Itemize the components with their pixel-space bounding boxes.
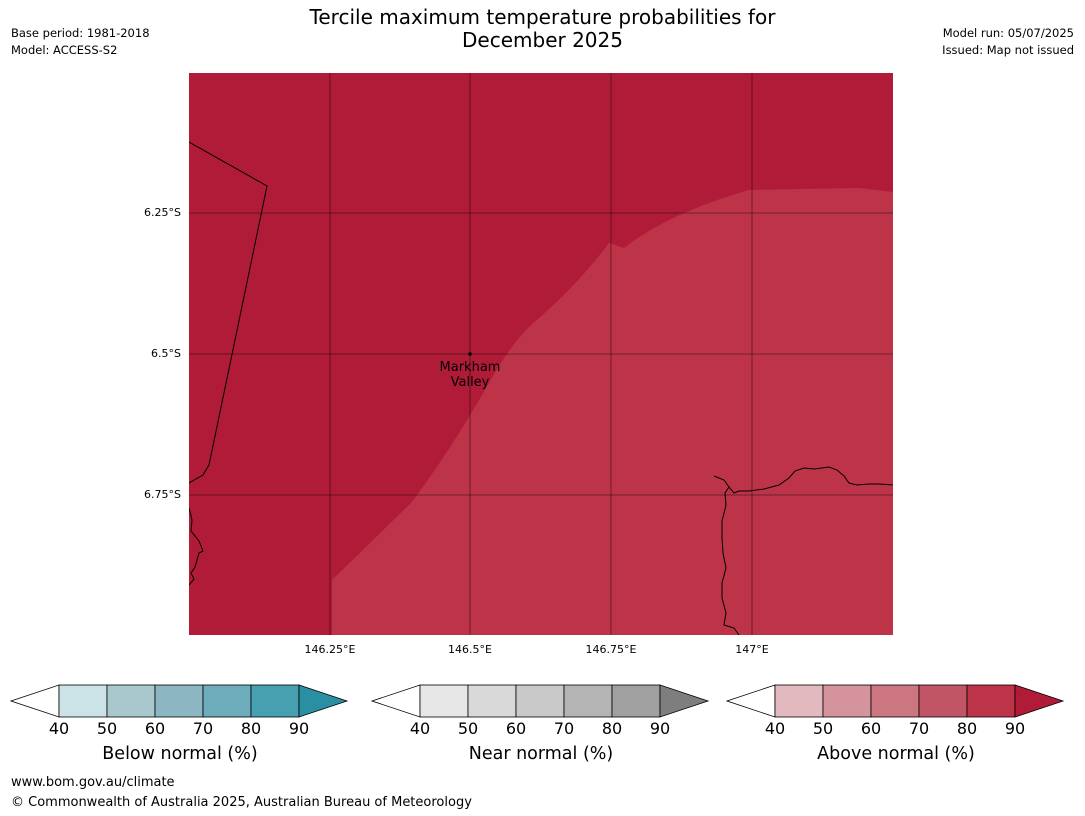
legend-below-normal-swatch-50-60 <box>106 684 156 718</box>
meta-left: Base period: 1981-2018 Model: ACCESS-S2 <box>11 25 150 59</box>
legend-below-normal-tick-90: 90 <box>288 719 310 738</box>
legend-above-normal-bar <box>726 684 1065 718</box>
map-canvas <box>189 73 893 635</box>
legend-above-normal-title: Above normal (%) <box>817 744 975 764</box>
legend-above-normal-tick-50: 50 <box>812 719 834 738</box>
footer-url: www.bom.gov.au/climate <box>11 775 175 790</box>
legend-below-normal-tick-80: 80 <box>240 719 262 738</box>
legend-near-normal <box>371 684 711 720</box>
legend-below-normal <box>10 684 350 720</box>
graticule <box>189 73 893 635</box>
legend-above-normal <box>726 684 1066 720</box>
legend-near-normal-tick-80: 80 <box>601 719 623 738</box>
place-label-markham-valley: Markham Valley <box>420 360 520 390</box>
legend-near-normal-swatch-50-60 <box>467 684 517 718</box>
lat-label-6-5: 6.5°S <box>151 347 181 360</box>
place-label-line2: Valley <box>450 375 490 390</box>
legend-near-normal-tick-40: 40 <box>409 719 431 738</box>
legend-near-normal-title: Near normal (%) <box>468 744 614 764</box>
legend-above-normal-under-triangle <box>726 684 776 718</box>
lon-label-146-75: 146.75°E <box>585 643 637 656</box>
legend-near-normal-swatch-40-50 <box>419 684 469 718</box>
legend-below-normal-tick-40: 40 <box>48 719 70 738</box>
model-run: Model run: 05/07/2025 <box>942 26 1074 40</box>
legend-below-normal-tick-60: 60 <box>144 719 166 738</box>
map-area <box>189 73 893 635</box>
legend-near-normal-bar <box>371 684 710 718</box>
legend-above-normal-swatch-80-90 <box>966 684 1016 718</box>
map-title-line1: Tercile maximum temperature probabilitie… <box>309 5 776 29</box>
province-border <box>189 141 268 484</box>
legend-below-normal-tick-50: 50 <box>96 719 118 738</box>
lat-label-6-25: 6.25°S <box>144 206 181 219</box>
legend-below-normal-swatch-70-80 <box>202 684 252 718</box>
legend-above-normal-swatch-70-80 <box>918 684 968 718</box>
legend-below-normal-under-triangle <box>10 684 60 718</box>
legend-above-normal-swatch-60-70 <box>870 684 920 718</box>
place-label-line1: Markham <box>439 360 501 375</box>
coastline-west <box>189 507 204 586</box>
legend-below-normal-swatch-40-50 <box>58 684 108 718</box>
legend-above-normal-tick-60: 60 <box>860 719 882 738</box>
base-period: Base period: 1981-2018 <box>11 26 150 40</box>
region-above-normal-70-80 <box>332 188 893 635</box>
legend-above-normal-over-triangle <box>1014 684 1065 718</box>
legend-below-normal-title: Below normal (%) <box>102 744 258 764</box>
boundaries <box>189 141 893 635</box>
map-title: Tercile maximum temperature probabilitie… <box>200 6 885 52</box>
markham-valley-marker <box>468 352 472 356</box>
legend-above-normal-tick-70: 70 <box>908 719 930 738</box>
legend-above-normal-tick-80: 80 <box>956 719 978 738</box>
legend-below-normal-tick-70: 70 <box>192 719 214 738</box>
legend-near-normal-tick-50: 50 <box>457 719 479 738</box>
legend-near-normal-over-triangle <box>659 684 710 718</box>
legend-near-normal-swatch-80-90 <box>611 684 661 718</box>
meta-right: Model run: 05/07/2025 Issued: Map not is… <box>942 25 1074 59</box>
legend-near-normal-tick-70: 70 <box>553 719 575 738</box>
lon-label-146-5: 146.5°E <box>448 643 492 656</box>
legend-below-normal-over-triangle <box>298 684 349 718</box>
coastline-gulf-west <box>721 486 740 635</box>
legend-above-normal-swatch-40-50 <box>774 684 824 718</box>
legend-near-normal-under-triangle <box>371 684 421 718</box>
legend-near-normal-tick-90: 90 <box>649 719 671 738</box>
footer-copyright: © Commonwealth of Australia 2025, Austra… <box>11 795 472 810</box>
legend-above-normal-tick-90: 90 <box>1004 719 1026 738</box>
model-name: Model: ACCESS-S2 <box>11 43 118 57</box>
coastline-gulf-north <box>713 466 893 494</box>
lat-label-6-75: 6.75°S <box>144 488 181 501</box>
legend-below-normal-swatch-80-90 <box>250 684 300 718</box>
legend-above-normal-tick-40: 40 <box>764 719 786 738</box>
legend-above-normal-swatch-50-60 <box>822 684 872 718</box>
issued-status: Issued: Map not issued <box>942 43 1074 57</box>
legend-near-normal-swatch-70-80 <box>563 684 613 718</box>
lon-label-146-25: 146.25°E <box>304 643 356 656</box>
lon-label-147: 147°E <box>735 643 769 656</box>
map-title-line2: December 2025 <box>462 28 623 52</box>
legend-near-normal-tick-60: 60 <box>505 719 527 738</box>
legend-below-normal-bar <box>10 684 349 718</box>
legend-below-normal-swatch-60-70 <box>154 684 204 718</box>
legend-near-normal-swatch-60-70 <box>515 684 565 718</box>
